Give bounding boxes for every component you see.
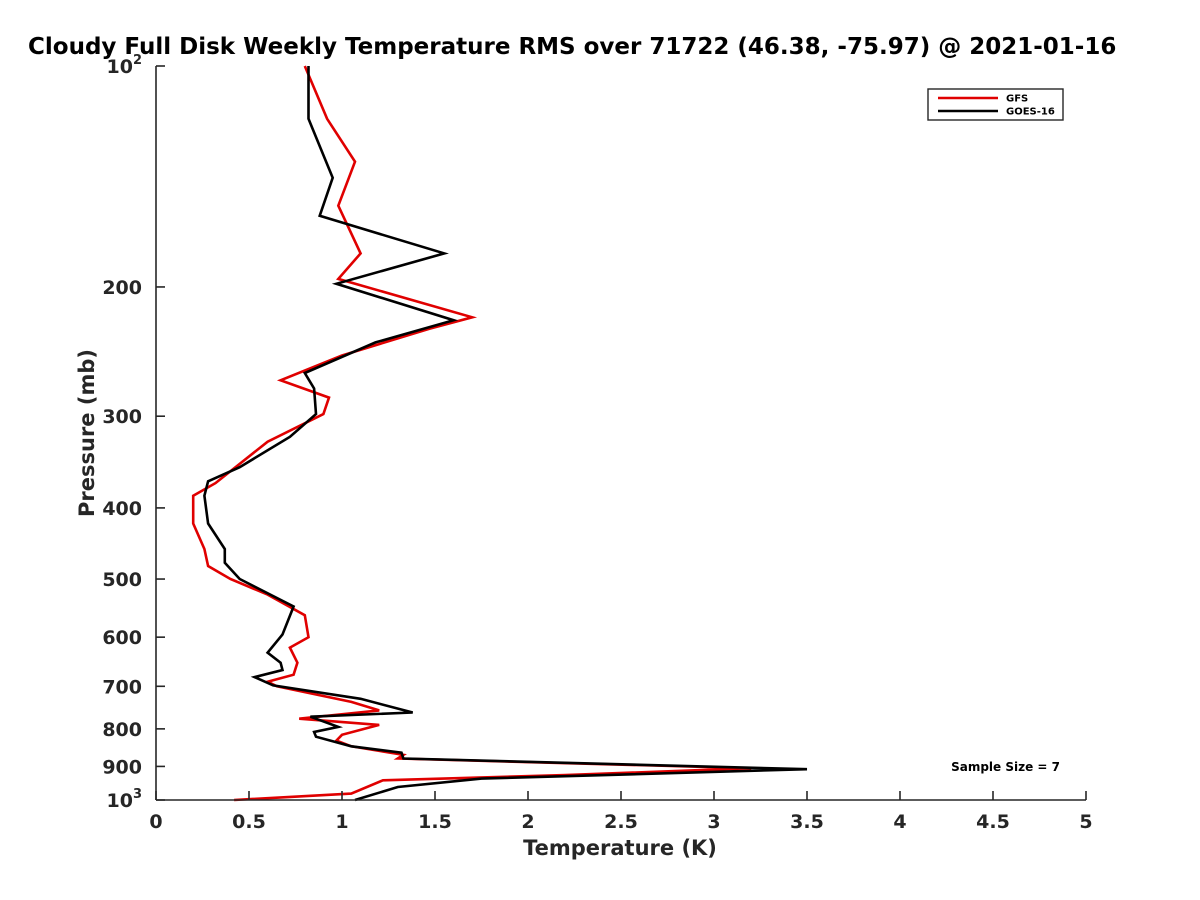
y-tick-label: 400 [102, 498, 142, 520]
y-tick-label: 500 [102, 569, 142, 591]
y-tick-label: 700 [102, 676, 142, 698]
y-tick-label: 102 [107, 53, 143, 78]
series-line-goes-16 [203, 66, 808, 802]
legend: GFS GOES-16 [927, 88, 1064, 121]
legend-box [927, 88, 1064, 121]
x-tick-label: 5 [1079, 811, 1092, 833]
legend-label: GOES-16 [1006, 107, 1055, 118]
y-tick-label: 103 [107, 787, 143, 812]
x-tick-label: 3.5 [790, 811, 824, 833]
plot-lines [191, 65, 808, 802]
x-tick-label: 4 [893, 811, 906, 833]
x-axis-label: Temperature (K) [523, 836, 717, 860]
x-tick-label: 2 [521, 811, 534, 833]
x-tick-label: 0 [149, 811, 162, 833]
y-tick-label: 300 [102, 406, 142, 428]
legend-label: GFS [1006, 94, 1028, 105]
x-tick-label: 1 [335, 811, 348, 833]
y-tick-label: 600 [102, 627, 142, 649]
y-tick-label: 900 [102, 756, 142, 778]
x-tick-label: 2.5 [604, 811, 638, 833]
y-tick-label: 200 [102, 277, 142, 299]
y-axis-label: Pressure (mb) [75, 349, 99, 517]
x-tick-label: 4.5 [976, 811, 1010, 833]
x-tick-label: 3 [707, 811, 720, 833]
chart-title: Cloudy Full Disk Weekly Temperature RMS … [28, 34, 1116, 60]
x-tick-label: 1.5 [418, 811, 452, 833]
y-tick-label: 800 [102, 719, 142, 741]
sample-size-annotation: Sample Size = 7 [951, 760, 1060, 774]
x-ticks: 0 0.5 1 1.5 2 2.5 3 3.5 4 4.5 5 [149, 791, 1093, 833]
x-tick-label: 0.5 [232, 811, 266, 833]
y-ticks: 102 200 300 400 500 600 700 800 900 103 [102, 53, 165, 812]
